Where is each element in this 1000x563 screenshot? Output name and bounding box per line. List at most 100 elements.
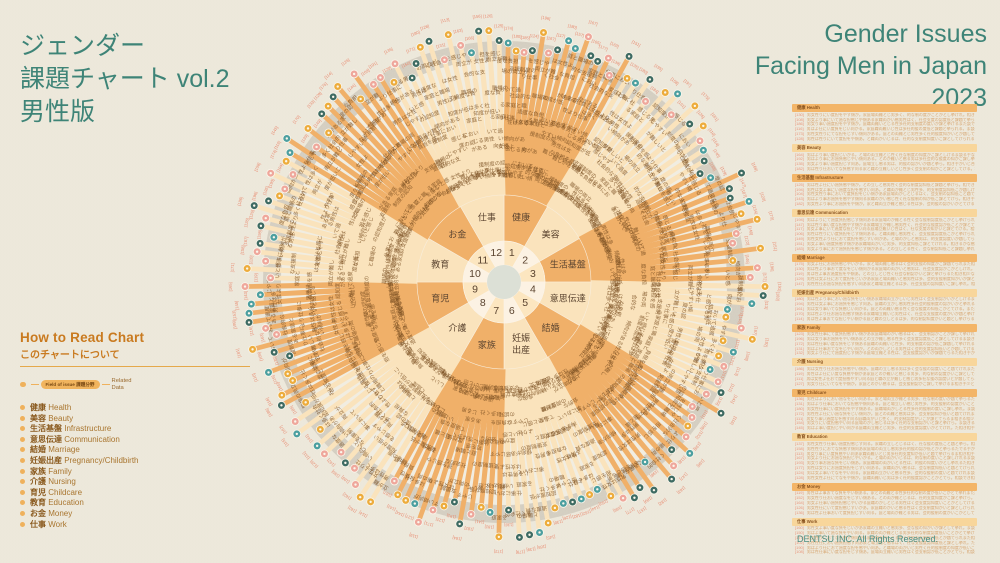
svg-text:[147]: [147]: [679, 472, 689, 482]
svg-text:[153]: [153]: [231, 310, 237, 320]
svg-text:[196]: [196]: [696, 458, 706, 468]
svg-text:[118]: [118]: [677, 455, 687, 465]
svg-text:[138]: [138]: [611, 58, 621, 67]
svg-text:[113]: [113]: [764, 300, 770, 309]
svg-text:[176]: [176]: [318, 81, 328, 91]
svg-text:[127]: [127]: [404, 513, 414, 521]
svg-text:[145]: [145]: [546, 534, 556, 541]
svg-text:[189]: [189]: [643, 495, 653, 504]
svg-text:[116]: [116]: [264, 397, 272, 407]
svg-text:[163]: [163]: [453, 28, 463, 35]
svg-text:[122]: [122]: [435, 517, 445, 524]
svg-text:[195]: [195]: [653, 63, 663, 72]
svg-text:[145]: [145]: [234, 301, 240, 311]
svg-text:6: 6: [509, 305, 515, 317]
svg-text:[146]: [146]: [745, 254, 751, 264]
svg-text:教育: 教育: [431, 258, 449, 269]
svg-text:生活基盤: 生活基盤: [550, 258, 586, 269]
svg-text:[167]: [167]: [546, 35, 556, 42]
svg-text:[181]: [181]: [710, 112, 720, 122]
svg-text:[144]: [144]: [346, 83, 356, 93]
svg-text:[141]: [141]: [730, 394, 739, 404]
svg-text:[192]: [192]: [763, 338, 770, 348]
svg-text:[182]: [182]: [484, 524, 493, 530]
svg-text:[132]: [132]: [695, 430, 705, 440]
svg-text:[115]: [115]: [280, 438, 289, 448]
svg-text:[186]: [186]: [264, 407, 273, 417]
svg-text:[141]: [141]: [475, 519, 485, 525]
svg-text:[163]: [163]: [259, 333, 266, 343]
svg-text:仕事: 仕事: [478, 212, 496, 223]
svg-text:[143]: [143]: [243, 291, 248, 300]
svg-text:[162]: [162]: [342, 492, 352, 501]
svg-text:[165]: [165]: [537, 544, 547, 550]
svg-text:[158]: [158]: [253, 162, 261, 172]
svg-text:[191]: [191]: [368, 60, 378, 69]
svg-text:[113]: [113]: [734, 367, 742, 377]
svg-text:5: 5: [522, 297, 528, 309]
svg-text:[131]: [131]: [436, 42, 446, 49]
svg-text:[124]: [124]: [529, 33, 539, 39]
svg-text:[120]: [120]: [759, 192, 767, 202]
svg-text:[134]: [134]: [752, 205, 759, 215]
svg-text:[167]: [167]: [588, 19, 598, 27]
svg-text:[126]: [126]: [696, 109, 706, 119]
svg-text:[111]: [111]: [727, 383, 735, 393]
svg-text:[140]: [140]: [712, 148, 721, 158]
svg-text:[133]: [133]: [306, 99, 316, 109]
svg-text:[126]: [126]: [340, 57, 350, 66]
svg-text:[180]: [180]: [638, 66, 648, 75]
svg-text:[151]: [151]: [772, 241, 778, 251]
svg-text:[116]: [116]: [273, 140, 282, 150]
svg-text:[194]: [194]: [276, 163, 285, 173]
svg-text:[158]: [158]: [670, 76, 680, 86]
svg-text:[142]: [142]: [386, 504, 396, 513]
svg-text:[110]: [110]: [248, 255, 254, 264]
svg-text:[148]: [148]: [747, 226, 754, 236]
svg-text:1: 1: [509, 247, 515, 259]
svg-text:[162]: [162]: [347, 505, 357, 514]
svg-text:[179]: [179]: [516, 549, 525, 555]
svg-text:[150]: [150]: [331, 469, 341, 479]
svg-text:[151]: [151]: [631, 39, 641, 48]
svg-text:[129]: [129]: [313, 91, 323, 101]
svg-text:[197]: [197]: [683, 78, 693, 88]
svg-text:[187]: [187]: [740, 188, 748, 198]
svg-text:[166]: [166]: [465, 35, 475, 41]
svg-text:[172]: [172]: [762, 273, 767, 282]
svg-text:[177]: [177]: [625, 507, 635, 516]
svg-text:[128]: [128]: [420, 23, 430, 30]
svg-text:[171]: [171]: [405, 46, 415, 54]
svg-text:[139]: [139]: [526, 547, 536, 553]
svg-text:[114]: [114]: [323, 70, 333, 80]
svg-text:[172]: [172]: [494, 549, 503, 554]
svg-text:2: 2: [522, 255, 528, 267]
svg-text:[139]: [139]: [300, 133, 309, 143]
svg-text:[119]: [119]: [408, 532, 418, 540]
svg-text:[166]: [166]: [612, 505, 622, 514]
svg-text:[139]: [139]: [715, 396, 724, 406]
svg-text:[168]: [168]: [751, 162, 759, 172]
svg-text:[167]: [167]: [278, 425, 287, 435]
svg-text:介護: 介護: [448, 322, 466, 333]
svg-text:[130]: [130]: [553, 519, 563, 526]
svg-text:[126]: [126]: [248, 209, 255, 219]
svg-text:[114]: [114]: [358, 510, 368, 519]
svg-text:[144]: [144]: [394, 510, 404, 518]
svg-text:[182]: [182]: [657, 497, 667, 506]
svg-text:[196]: [196]: [541, 15, 551, 21]
svg-text:[183]: [183]: [340, 475, 350, 485]
svg-text:[126]: [126]: [309, 459, 319, 469]
svg-text:[185]: [185]: [288, 405, 297, 415]
svg-text:育児: 育児: [431, 292, 449, 303]
svg-text:[122]: [122]: [744, 236, 750, 246]
svg-text:[162]: [162]: [581, 509, 591, 517]
svg-text:[190]: [190]: [267, 178, 275, 188]
svg-text:[126]: [126]: [483, 13, 492, 19]
svg-text:[182]: [182]: [464, 526, 474, 532]
svg-text:[141]: [141]: [304, 434, 314, 444]
svg-text:12: 12: [490, 247, 502, 259]
svg-text:[157]: [157]: [575, 31, 585, 38]
svg-text:[147]: [147]: [739, 178, 747, 188]
svg-text:[116]: [116]: [251, 373, 259, 383]
